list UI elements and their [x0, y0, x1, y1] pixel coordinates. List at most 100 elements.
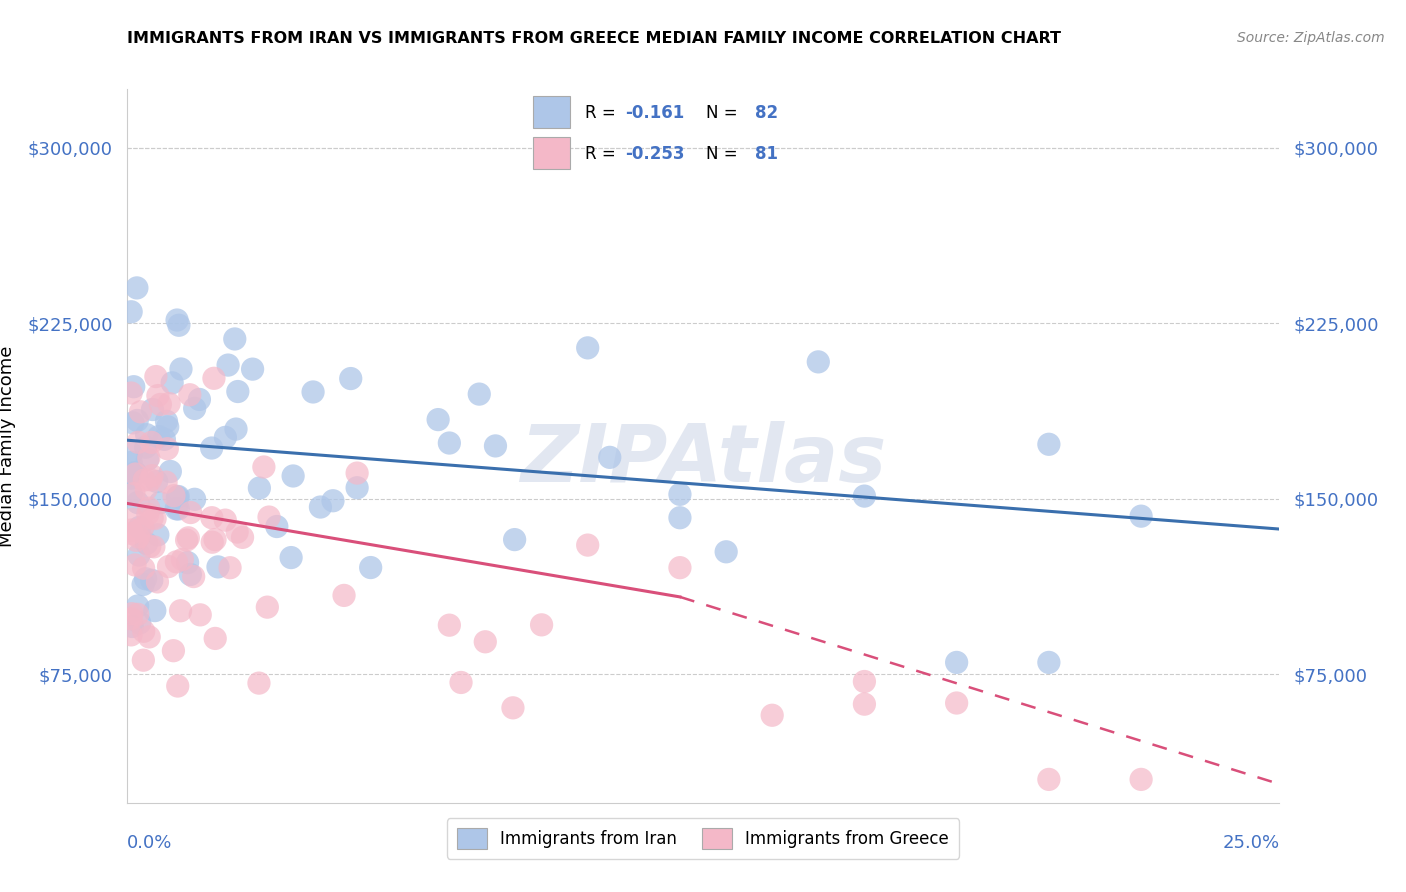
- Point: [149, 496, 172, 510]
- Text: R =: R =: [585, 145, 621, 163]
- Point: [122, 380, 145, 394]
- Point: [176, 556, 198, 570]
- Point: [136, 508, 159, 522]
- Point: [257, 510, 280, 524]
- Text: 81: 81: [755, 145, 779, 163]
- Point: [669, 487, 692, 501]
- Point: [170, 362, 193, 376]
- Point: [120, 305, 142, 319]
- Point: [134, 473, 156, 487]
- Point: [132, 577, 155, 591]
- Point: [503, 533, 526, 547]
- Point: [669, 560, 692, 574]
- Point: [127, 599, 149, 613]
- Point: [131, 521, 153, 535]
- Point: [124, 466, 146, 480]
- Point: [149, 397, 172, 411]
- Point: [183, 401, 205, 416]
- Point: [120, 446, 142, 460]
- Point: [714, 545, 737, 559]
- Point: [162, 643, 184, 657]
- Point: [177, 531, 200, 545]
- Point: [576, 341, 599, 355]
- Point: [333, 589, 356, 603]
- Text: R =: R =: [585, 104, 621, 122]
- Point: [121, 607, 143, 621]
- Point: [807, 355, 830, 369]
- Point: [167, 490, 190, 504]
- Point: [125, 467, 148, 481]
- Point: [266, 519, 288, 533]
- Point: [346, 466, 368, 480]
- Point: [120, 523, 142, 537]
- Point: [166, 679, 188, 693]
- Point: [135, 536, 157, 550]
- Point: [121, 512, 143, 526]
- Point: [120, 486, 142, 500]
- Point: [201, 441, 224, 455]
- Point: [163, 489, 186, 503]
- Point: [125, 467, 148, 481]
- Point: [226, 384, 249, 399]
- Point: [224, 332, 246, 346]
- Point: [125, 533, 148, 548]
- Point: [142, 540, 165, 554]
- Point: [125, 281, 148, 295]
- Point: [280, 550, 302, 565]
- Point: [127, 607, 149, 622]
- Point: [484, 439, 506, 453]
- Point: [761, 708, 783, 723]
- Point: [166, 490, 188, 504]
- Point: [179, 567, 201, 582]
- Point: [156, 420, 179, 434]
- Point: [599, 450, 621, 465]
- Point: [1038, 772, 1060, 787]
- Point: [360, 560, 382, 574]
- Point: [188, 607, 211, 622]
- Point: [128, 520, 150, 534]
- FancyBboxPatch shape: [533, 96, 569, 128]
- Point: [427, 412, 450, 426]
- Point: [141, 574, 163, 588]
- Point: [138, 450, 160, 465]
- Point: [167, 502, 190, 516]
- Point: [439, 436, 461, 450]
- Point: [232, 530, 254, 544]
- Point: [853, 674, 876, 689]
- Point: [138, 501, 160, 516]
- Point: [207, 560, 229, 574]
- Point: [339, 371, 361, 385]
- Point: [143, 511, 166, 525]
- Point: [669, 510, 692, 524]
- Point: [226, 524, 249, 539]
- Point: [127, 530, 149, 544]
- Point: [120, 628, 142, 642]
- Point: [120, 526, 142, 541]
- Point: [217, 358, 239, 372]
- Point: [127, 413, 149, 427]
- Point: [166, 313, 188, 327]
- Point: [188, 392, 211, 407]
- Point: [256, 600, 278, 615]
- Point: [242, 362, 264, 376]
- Point: [474, 634, 496, 648]
- Text: Source: ZipAtlas.com: Source: ZipAtlas.com: [1237, 31, 1385, 45]
- Text: ZIPAtlas: ZIPAtlas: [520, 421, 886, 500]
- Text: 82: 82: [755, 104, 779, 122]
- Point: [169, 604, 191, 618]
- Legend: Immigrants from Iran, Immigrants from Greece: Immigrants from Iran, Immigrants from Gr…: [447, 818, 959, 859]
- Point: [146, 528, 169, 542]
- Point: [141, 511, 163, 525]
- Y-axis label: Median Family Income: Median Family Income: [0, 345, 15, 547]
- Point: [132, 561, 155, 575]
- Point: [139, 473, 162, 487]
- Text: IMMIGRANTS FROM IRAN VS IMMIGRANTS FROM GREECE MEDIAN FAMILY INCOME CORRELATION : IMMIGRANTS FROM IRAN VS IMMIGRANTS FROM …: [127, 31, 1060, 46]
- Text: 0.0%: 0.0%: [127, 834, 172, 852]
- Point: [1038, 656, 1060, 670]
- Point: [129, 405, 152, 419]
- Point: [201, 535, 224, 549]
- Point: [346, 481, 368, 495]
- Point: [143, 604, 166, 618]
- Point: [165, 501, 187, 516]
- Point: [128, 524, 150, 538]
